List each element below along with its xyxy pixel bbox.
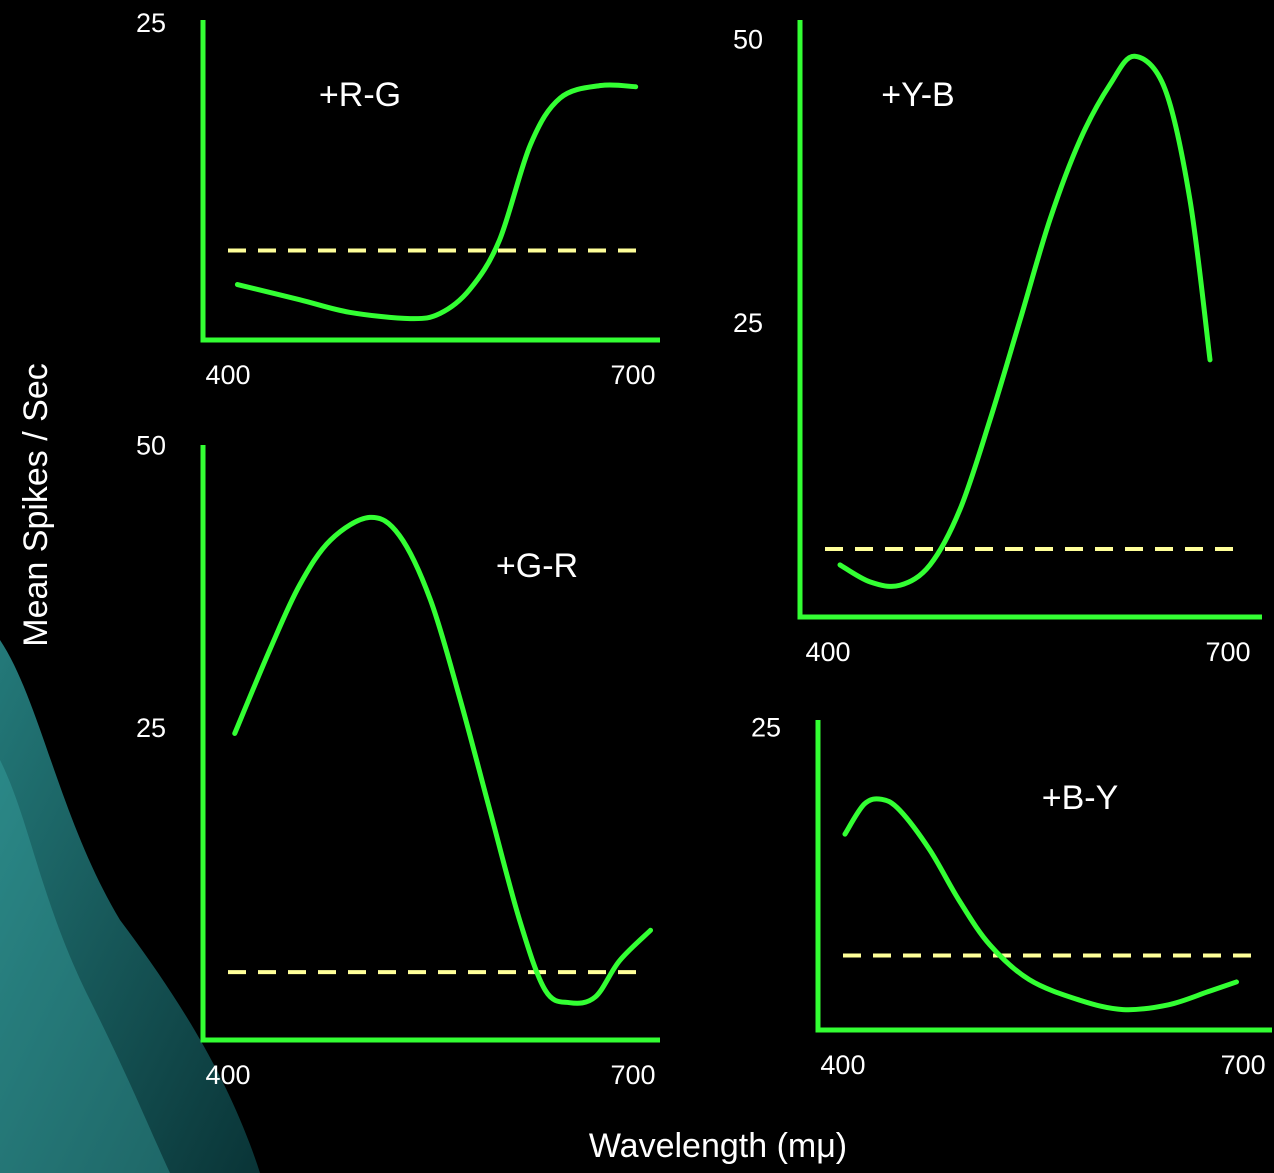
y-tick-label: 25 bbox=[136, 713, 166, 743]
x-tick-label: 700 bbox=[1205, 637, 1250, 667]
chart-title: +B-Y bbox=[1042, 779, 1119, 817]
data-line bbox=[845, 799, 1237, 1010]
y-tick-label: 50 bbox=[733, 25, 763, 55]
x-tick-label: 700 bbox=[1221, 1050, 1266, 1080]
data-line bbox=[235, 517, 651, 1003]
x-tick-label: 400 bbox=[805, 637, 850, 667]
x-tick-label: 700 bbox=[610, 1060, 655, 1090]
data-line bbox=[840, 56, 1210, 586]
axis-line bbox=[818, 720, 1272, 1030]
chart-title: +G-R bbox=[496, 547, 578, 585]
x-axis-label: Wavelength (mμ) bbox=[589, 1127, 847, 1165]
y-tick-label: 50 bbox=[136, 430, 166, 460]
x-tick-label: 400 bbox=[205, 360, 250, 390]
data-line bbox=[237, 85, 635, 319]
x-tick-label: 400 bbox=[820, 1050, 865, 1080]
y-axis-label: Mean Spikes / Sec bbox=[17, 363, 55, 646]
axis-line bbox=[800, 20, 1262, 617]
y-tick-label: 25 bbox=[751, 713, 781, 743]
y-tick-label: 25 bbox=[733, 308, 763, 338]
slide: Mean Spikes / Sec Wavelength (mμ) +R-G 40… bbox=[0, 0, 1274, 1173]
y-tick-label: 25 bbox=[136, 8, 166, 38]
chart-title: +Y-B bbox=[881, 76, 954, 114]
page: {"xlabel": "Wavelength (mμ)", "ylabel": … bbox=[0, 0, 1274, 1173]
axis-line bbox=[203, 445, 660, 1040]
chart-title: +R-G bbox=[319, 76, 401, 114]
x-tick-label: 400 bbox=[205, 1060, 250, 1090]
x-tick-label: 700 bbox=[610, 360, 655, 390]
